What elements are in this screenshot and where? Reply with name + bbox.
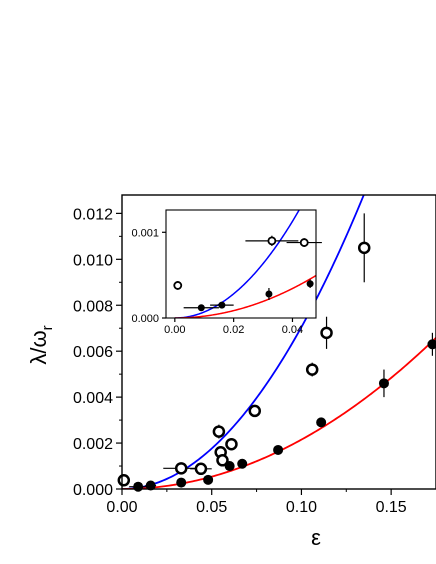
filled-marker (218, 301, 226, 309)
main-data-point (190, 462, 212, 476)
main-data-point (203, 474, 214, 485)
open-marker (173, 281, 183, 290)
y-axis-label-main: λ/ω (26, 330, 51, 364)
filled-marker (316, 417, 327, 428)
open-marker (248, 404, 262, 418)
main-data-point (316, 417, 327, 428)
inset-y-tick-label: 0.001 (131, 227, 159, 239)
open-marker (299, 238, 309, 247)
filled-marker (203, 474, 214, 485)
main-y-tick-label: 0.006 (73, 344, 113, 361)
open-marker (357, 241, 371, 255)
main-fit-curve-blue (122, 195, 365, 489)
main-data-point (237, 458, 248, 469)
inset-frame (165, 209, 317, 319)
filled-marker (197, 304, 205, 312)
main-data-point (305, 362, 319, 377)
inset-background (166, 210, 316, 318)
main-y-tick-label: 0.002 (73, 436, 113, 453)
open-marker (267, 236, 277, 246)
filled-marker (224, 461, 235, 472)
open-marker (216, 454, 229, 467)
open-marker (320, 326, 333, 340)
y-axis-label-sub: r (39, 325, 56, 330)
main-data-point (248, 404, 262, 418)
main-data-point (224, 461, 235, 472)
main-data-point (129, 481, 148, 492)
main-y-tick-label: 0.008 (73, 298, 113, 315)
inset-data-point (306, 279, 314, 288)
main-data-point (163, 462, 200, 475)
y-axis-label: λ/ωr (26, 325, 56, 364)
open-marker (117, 474, 131, 487)
open-marker (194, 462, 208, 476)
filled-marker (273, 444, 284, 455)
filled-marker (306, 280, 314, 288)
main-data-point (427, 332, 436, 356)
main-data-point (378, 369, 389, 398)
filled-marker (237, 458, 248, 469)
inset-fit-curve-red (174, 274, 316, 318)
filled-marker (378, 378, 389, 389)
open-marker (174, 462, 188, 475)
main-y-tick-label: 0.004 (73, 390, 113, 407)
filled-marker (176, 477, 187, 488)
inset-data-point (210, 301, 234, 309)
main-data-point (145, 480, 157, 491)
x-axis-label: ε (311, 525, 321, 550)
main-frame (121, 194, 436, 490)
filled-marker (427, 339, 436, 350)
inset-x-tick-label: 0.00 (164, 324, 185, 336)
main-x-tick-label: 0.00 (106, 499, 137, 516)
main-data-point (212, 424, 226, 439)
inset-data-point (265, 288, 273, 300)
main-y-tick-label: 0.010 (73, 252, 113, 269)
main-data-point (176, 477, 187, 488)
main-data-point (225, 437, 238, 451)
main-y-tick-label: 0.000 (73, 482, 113, 499)
open-marker (305, 363, 319, 376)
open-marker (212, 425, 226, 438)
filled-marker (145, 480, 156, 491)
main-data-point (273, 444, 284, 455)
inset-fit-curve-blue (174, 210, 301, 318)
main-data-point (357, 213, 371, 283)
main-x-tick-label: 0.10 (286, 499, 317, 516)
open-marker (225, 437, 238, 451)
filled-marker (265, 290, 273, 298)
inset-x-tick-label: 0.04 (282, 324, 303, 336)
inset-y-tick-label: 0.000 (131, 313, 159, 325)
main-x-tick-label: 0.05 (196, 499, 227, 516)
main-plot: 0.00 0.05 0.10 0.15 0.000 0.002 0.004 0.006 0.00… (73, 194, 436, 516)
inset-data-point (173, 281, 183, 290)
inset-x-tick-label: 0.02 (223, 324, 244, 336)
main-data-point (216, 454, 229, 467)
inset-data-point (183, 304, 219, 312)
inset-data-point (245, 235, 299, 246)
main-data-point (320, 316, 333, 349)
main-y-tick-label: 0.012 (73, 206, 113, 223)
main-fit-curve-red (122, 337, 436, 489)
filled-marker (133, 481, 144, 492)
inset-plot: 0.00 0.02 0.04 0.000 0.001 (131, 209, 322, 336)
main-data-point (117, 474, 131, 487)
main-x-tick-label: 0.15 (376, 499, 407, 516)
